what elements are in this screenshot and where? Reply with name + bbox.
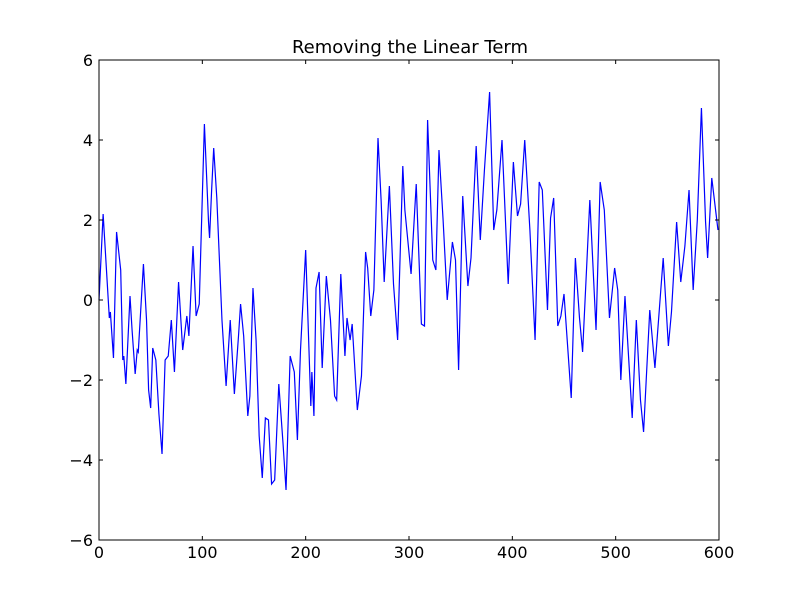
x-tick-label: 100 [187, 543, 218, 562]
x-tick-label: 200 [290, 543, 321, 562]
y-tick-label: −6 [69, 531, 93, 550]
y-tick-label: 4 [83, 131, 93, 150]
x-tick-label: 400 [497, 543, 528, 562]
y-tick-label: −4 [69, 451, 93, 470]
x-tick-label: 0 [94, 543, 104, 562]
x-tick-label: 500 [600, 543, 631, 562]
data-line [98, 91, 719, 491]
x-tick-label: 600 [704, 543, 735, 562]
y-tick-label: 0 [83, 291, 93, 310]
y-tick-label: 6 [83, 51, 93, 70]
chart-title: Removing the Linear Term [292, 37, 528, 58]
x-tick-label: 300 [394, 543, 425, 562]
y-tick-label: −2 [69, 371, 93, 390]
y-tick-label: 2 [83, 211, 93, 230]
